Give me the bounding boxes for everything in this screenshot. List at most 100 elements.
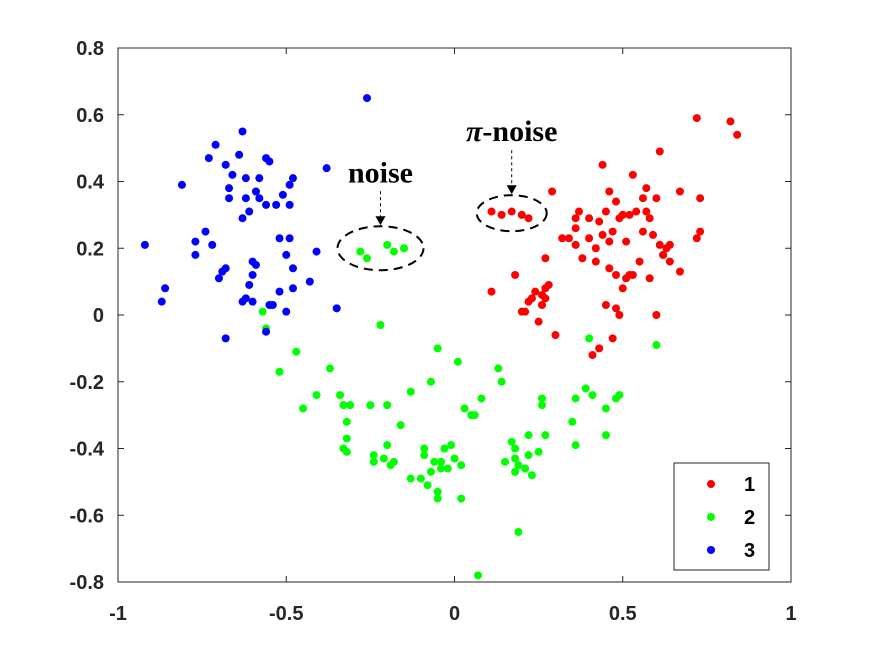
data-point-series-2 <box>527 471 536 480</box>
data-point-series-2 <box>299 404 308 413</box>
y-tick-label: -0.8 <box>70 572 104 594</box>
data-point-series-1 <box>524 297 533 306</box>
data-point-series-2 <box>494 364 503 373</box>
noise-arrow-head <box>375 216 386 226</box>
data-point-series-1 <box>612 304 621 313</box>
data-point-series-1 <box>638 194 647 203</box>
data-point-series-2 <box>420 451 429 460</box>
x-tick-label: -0.5 <box>269 603 303 625</box>
data-point-series-2 <box>342 417 351 426</box>
y-tick-label: -0.6 <box>70 505 104 527</box>
y-tick-label: 0.6 <box>76 105 104 127</box>
data-point-series-1 <box>548 187 557 196</box>
data-point-series-1 <box>622 274 631 283</box>
data-point-series-2 <box>258 307 267 316</box>
data-point-series-3 <box>204 154 213 163</box>
data-point-series-2 <box>440 444 449 453</box>
data-point-series-1 <box>531 287 540 296</box>
data-point-series-1 <box>649 230 658 239</box>
noise-highlight-ellipse <box>336 225 425 272</box>
data-point-series-3 <box>211 140 220 149</box>
data-point-series-1 <box>511 270 520 279</box>
data-points <box>140 94 742 580</box>
data-point-series-2 <box>356 247 365 256</box>
data-point-series-1 <box>628 270 637 279</box>
data-point-series-2 <box>433 487 442 496</box>
data-point-series-1 <box>652 194 661 203</box>
legend-label-series-3: 3 <box>744 540 755 562</box>
data-point-series-1 <box>541 254 550 263</box>
data-point-series-2 <box>363 254 372 263</box>
data-point-series-1 <box>692 234 701 243</box>
x-tick-label: 0 <box>449 603 460 625</box>
data-point-series-1 <box>645 214 654 223</box>
data-point-series-3 <box>225 184 234 193</box>
data-point-series-1 <box>537 300 546 309</box>
data-point-series-2 <box>426 467 435 476</box>
data-point-series-1 <box>615 311 624 319</box>
data-point-series-1 <box>618 284 627 293</box>
data-point-series-2 <box>342 434 351 443</box>
data-point-series-2 <box>336 391 345 400</box>
data-point-series-1 <box>665 257 674 266</box>
data-point-series-2 <box>521 464 530 473</box>
data-point-series-1 <box>487 207 496 216</box>
data-point-series-3 <box>245 207 254 216</box>
data-point-series-2 <box>369 451 378 460</box>
data-point-series-3 <box>275 234 284 243</box>
data-point-series-2 <box>511 454 520 463</box>
data-point-series-3 <box>201 227 210 236</box>
legend-label-series-2: 2 <box>744 507 755 529</box>
pi-noise-arrow-head <box>506 185 517 195</box>
data-point-series-2 <box>443 464 452 473</box>
data-point-series-1 <box>675 187 684 196</box>
data-point-series-2 <box>379 454 388 463</box>
data-point-series-3 <box>238 127 247 136</box>
data-point-series-2 <box>275 367 284 376</box>
legend-marker-series-3 <box>707 546 715 554</box>
data-point-series-3 <box>235 150 244 159</box>
data-point-series-1 <box>595 344 604 353</box>
data-point-series-3 <box>225 194 234 203</box>
data-point-series-1 <box>588 351 597 360</box>
data-point-series-1 <box>601 300 610 309</box>
data-point-series-1 <box>642 184 651 193</box>
data-point-series-2 <box>537 394 546 403</box>
pi-noise-annotation-label: π-noise <box>466 115 557 148</box>
data-point-series-2 <box>406 474 415 483</box>
data-point-series-2 <box>541 431 550 440</box>
data-point-series-3 <box>288 264 297 273</box>
data-point-series-2 <box>389 247 398 256</box>
data-point-series-2 <box>383 441 392 450</box>
pi-noise-highlight-ellipse <box>475 194 548 233</box>
data-point-series-2 <box>652 341 661 350</box>
data-point-series-2 <box>588 391 597 400</box>
data-point-series-1 <box>652 311 661 319</box>
data-point-series-1 <box>534 317 543 326</box>
data-point-series-2 <box>420 444 429 453</box>
data-point-series-3 <box>238 297 247 306</box>
pi-noise-suffix: -noise <box>482 115 557 148</box>
data-point-series-3 <box>228 170 237 179</box>
data-point-series-3 <box>305 277 314 286</box>
data-point-series-2 <box>537 401 546 410</box>
data-point-series-2 <box>396 421 405 430</box>
data-point-series-1 <box>655 240 664 249</box>
data-point-series-3 <box>238 214 247 223</box>
data-point-series-1 <box>558 234 567 243</box>
data-point-series-2 <box>339 401 348 410</box>
data-point-series-2 <box>601 404 610 413</box>
y-tick-label: 0 <box>93 305 104 327</box>
data-point-series-2 <box>511 444 520 453</box>
data-point-series-3 <box>251 187 260 196</box>
data-point-series-3 <box>214 274 223 283</box>
data-point-series-1 <box>497 210 506 219</box>
data-point-series-3 <box>312 247 321 256</box>
data-point-series-2 <box>369 457 378 466</box>
data-point-series-3 <box>241 194 250 203</box>
data-point-series-2 <box>437 457 446 466</box>
data-point-series-2 <box>292 347 301 356</box>
legend-box <box>673 462 770 571</box>
data-point-series-1 <box>524 214 533 223</box>
data-point-series-3 <box>251 260 260 269</box>
